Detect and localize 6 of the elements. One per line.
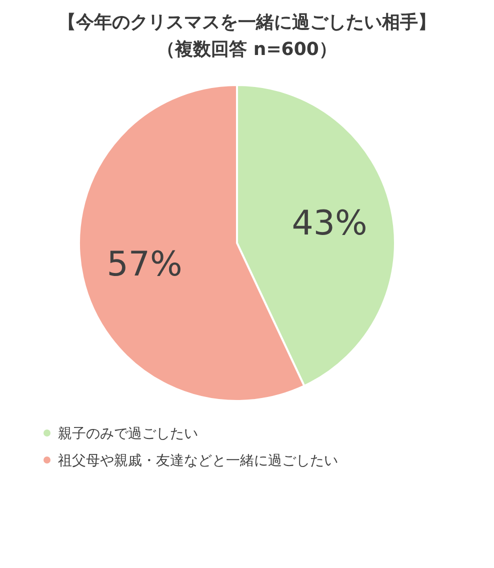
data-label: 57% bbox=[106, 244, 182, 285]
data-label: 43% bbox=[292, 203, 368, 244]
legend-label: 親子のみで過ごしたい bbox=[58, 426, 198, 442]
legend-label: 祖父母や親戚・友達などと一緒に過ごしたい bbox=[58, 453, 338, 469]
chart-title: 【今年のクリスマスを一緒に過ごしたい相手】 bbox=[58, 12, 436, 33]
chart-subtitle: （複数回答 n=600） bbox=[157, 39, 337, 60]
